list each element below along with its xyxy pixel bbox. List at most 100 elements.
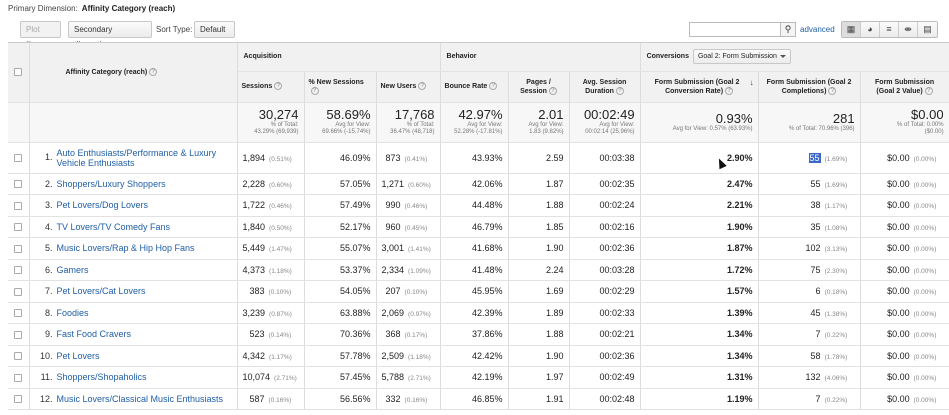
completions-header[interactable]: Form Submission (Goal 2 Completions)?: [758, 71, 861, 103]
totals-sessions-sub1: % of Total:: [270, 122, 299, 128]
pie-view-icon[interactable]: ◕: [861, 22, 880, 37]
help-icon[interactable]: ?: [615, 86, 624, 95]
row-checkbox[interactable]: [14, 154, 23, 163]
new-users-pct: (0.97%): [408, 310, 431, 318]
goal-value-pct: (0.00%): [913, 332, 937, 340]
pages-session-header[interactable]: Pages / Session?: [508, 71, 570, 103]
row-checkbox[interactable]: [14, 352, 23, 361]
report-table: Affinity Category (reach)? Acquisition B…: [8, 43, 949, 410]
row-checkbox[interactable]: [14, 180, 23, 189]
affinity-category-link[interactable]: Music Lovers/Rap & Hip Hop Fans: [56, 243, 195, 254]
conversion-rate-cell: 1.87%: [639, 237, 759, 260]
affinity-category-link[interactable]: Foodies: [56, 307, 89, 318]
avg-duration-header[interactable]: Avg. Session Duration?: [569, 71, 641, 103]
completions-pct: (0.18%): [824, 289, 848, 297]
totals-sessions: 30,274% of Total: 43.29% (69,939): [237, 102, 305, 143]
help-icon[interactable]: ?: [725, 86, 734, 95]
help-icon[interactable]: ?: [418, 82, 427, 91]
new-sessions-cell: 53.37%: [304, 259, 377, 281]
row-checkbox[interactable]: [14, 266, 23, 275]
primary-dimension-value[interactable]: Affinity Category (reach): [81, 4, 176, 13]
dimension-header-label: Affinity Category (reach): [65, 69, 148, 77]
completions-pct: (0.22%): [824, 332, 848, 340]
new-users-cell: 873 (0.41%): [376, 142, 441, 174]
help-icon[interactable]: ?: [310, 86, 319, 95]
advanced-link[interactable]: advanced: [800, 25, 835, 34]
pages-session-cell: 1.69: [508, 280, 570, 303]
goal-value-value: $0.00: [887, 221, 910, 232]
totals-new-users-sub1: % of Total:: [406, 122, 435, 128]
affinity-category-link[interactable]: Pet Lovers/Cat Lovers: [56, 286, 146, 297]
pages-session-cell: 2.59: [508, 142, 570, 174]
row-checkbox[interactable]: [14, 395, 23, 404]
help-icon[interactable]: ?: [924, 86, 933, 95]
dimension-cell: 8. Foodies: [29, 302, 238, 324]
completions-pct: (1.38%): [824, 310, 848, 318]
help-icon[interactable]: ?: [274, 82, 283, 91]
new-users-cell: 2,069 (0.97%): [376, 302, 441, 324]
sessions-pct: (0.10%): [268, 289, 292, 297]
goal-value-pct: (0.00%): [913, 396, 937, 404]
new-users-header[interactable]: New Users?: [376, 71, 441, 103]
help-icon[interactable]: ?: [828, 86, 837, 95]
goal-value-header[interactable]: Form Submission (Goal 2 Value)?: [860, 71, 949, 103]
goal-value-value: $0.00: [887, 286, 910, 297]
row-checkbox[interactable]: [14, 244, 23, 253]
sort-type-dropdown[interactable]: Default: [194, 21, 235, 47]
search-icon[interactable]: ⚲: [781, 22, 796, 37]
help-icon[interactable]: ?: [149, 68, 158, 77]
help-icon[interactable]: ?: [489, 82, 498, 91]
table-row: 5. Music Lovers/Rap & Hip Hop Fans 5,449 (1…: [8, 237, 949, 260]
avg-duration-header-line1: Avg. Session: [582, 78, 627, 86]
pages-session-cell: 2.24: [508, 259, 570, 281]
affinity-category-link[interactable]: TV Lovers/TV Comedy Fans: [56, 221, 171, 232]
new-users-value: 2,334: [381, 264, 405, 275]
row-select-cell: [8, 345, 30, 367]
conversion-rate-cell: 1.39%: [639, 302, 759, 324]
goal-value-pct: (0.00%): [913, 246, 937, 254]
affinity-category-link[interactable]: Pet Lovers/Dog Lovers: [56, 200, 149, 211]
affinity-category-link[interactable]: Pet Lovers: [56, 350, 100, 361]
goal-selector-dropdown[interactable]: Goal 2: Form Submission: [692, 49, 791, 65]
affinity-category-link[interactable]: Auto Enthusiasts/Performance & Luxury Ve…: [56, 147, 217, 168]
plot-rows-button[interactable]: Plot Rows: [20, 21, 61, 49]
conversion-rate-header[interactable]: ↓ Form Submission (Goal 2 Conversion Rate)…: [639, 71, 759, 103]
avg-duration-cell: 00:02:36: [569, 345, 641, 367]
search-input[interactable]: [689, 22, 781, 37]
affinity-category-link[interactable]: Music Lovers/Classical Music Enthusiasts: [56, 393, 224, 404]
sessions-header[interactable]: Sessions?: [237, 71, 305, 103]
new-users-cell: 2,334 (1.09%): [376, 259, 441, 281]
goal-value-pct: (0.00%): [913, 267, 937, 275]
dimension-cell: 7. Pet Lovers/Cat Lovers: [29, 280, 238, 303]
row-checkbox[interactable]: [14, 373, 23, 382]
row-checkbox[interactable]: [14, 287, 23, 296]
affinity-category-link[interactable]: Shoppers/Luxury Shoppers: [56, 178, 166, 189]
select-all-checkbox[interactable]: [14, 68, 23, 77]
performance-view-icon[interactable]: ≡: [880, 22, 899, 37]
pivot-view-icon[interactable]: ▤: [918, 22, 937, 37]
comparison-view-icon[interactable]: ⇼: [899, 22, 918, 37]
primary-dimension-label: Primary Dimension:: [8, 4, 78, 13]
help-icon[interactable]: ?: [548, 86, 557, 95]
new-sessions-header[interactable]: % New Sessions?: [304, 71, 377, 103]
sessions-value: 2,228: [242, 178, 266, 189]
affinity-category-link[interactable]: Shoppers/Shopaholics: [56, 372, 147, 383]
sessions-value: 4,373: [242, 264, 266, 275]
row-checkbox[interactable]: [14, 201, 23, 210]
secondary-dimension-dropdown[interactable]: Secondary dimension: [68, 21, 152, 49]
table-view-icon[interactable]: ▦: [842, 22, 861, 37]
bounce-rate-header[interactable]: Bounce Rate?: [440, 71, 509, 103]
affinity-category-link[interactable]: Fast Food Cravers: [56, 329, 132, 340]
totals-pages-session-value: 2.01: [538, 107, 564, 122]
completions-pct: (1.78%): [824, 353, 848, 361]
row-checkbox[interactable]: [14, 223, 23, 232]
new-users-cell: 332 (0.16%): [376, 388, 441, 410]
goal-value-value: $0.00: [887, 264, 910, 275]
goal-value-pct: (0.00%): [913, 289, 937, 297]
row-select-cell: [8, 142, 30, 174]
row-checkbox[interactable]: [14, 309, 23, 318]
affinity-category-link[interactable]: Gamers: [56, 264, 89, 275]
dimension-header[interactable]: Affinity Category (reach)?: [29, 43, 238, 103]
sessions-value: 1,894: [242, 152, 266, 163]
row-checkbox[interactable]: [14, 330, 23, 339]
